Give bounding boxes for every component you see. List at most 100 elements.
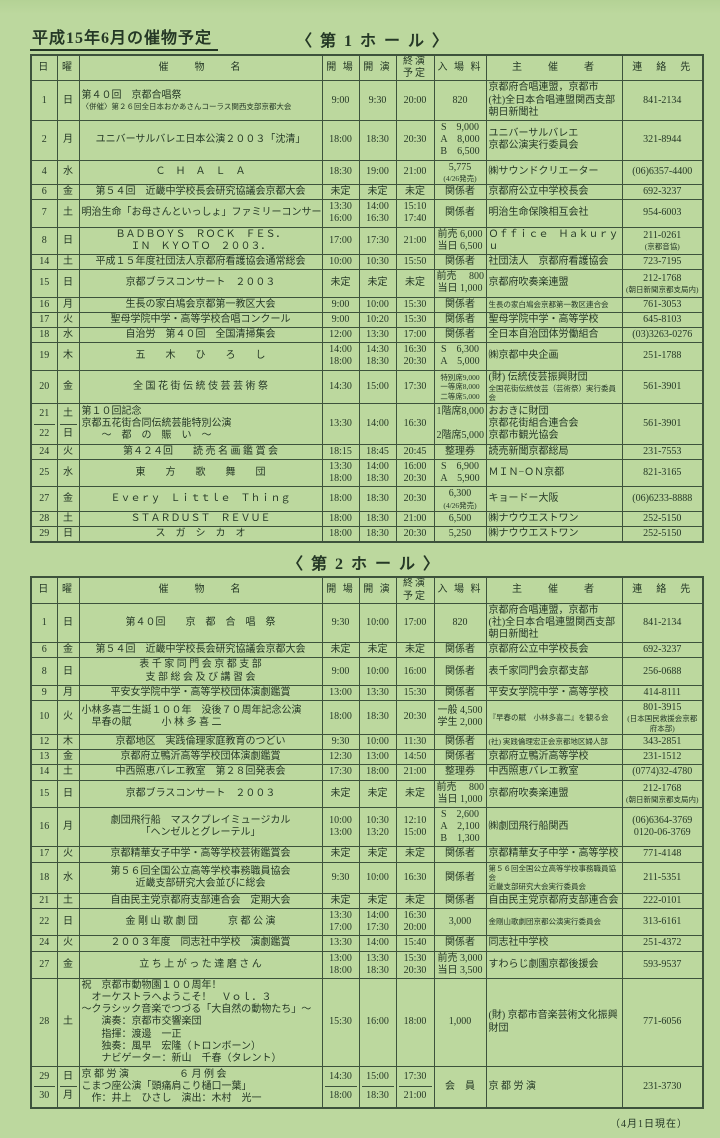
open-time-cell: 13:30 bbox=[321, 935, 360, 952]
table-row: 17 火聖母学院中学・高等学校合唱コンクール 9:00 10:20 15:30 関係者 聖母… bbox=[30, 311, 704, 328]
event-name-cell: 京都ブラスコンサート ２００３ bbox=[78, 779, 323, 808]
start-time-cell: 14:00 16:30 bbox=[358, 199, 397, 228]
day-cell: 27 bbox=[30, 486, 58, 512]
event-name-cell: 表 千 家 同 門 会 京 都 支 部支 部 総 会 及 び 講 習 会 bbox=[78, 657, 323, 686]
event-name-cell: ２００３年度 同志社中学校 演劇鑑賞 bbox=[78, 935, 323, 952]
contact-cell: 801-3915 (日本国民救援会京都府本部) bbox=[621, 700, 704, 735]
day-cell: 19 bbox=[30, 342, 58, 371]
fee-cell: 6,300 (4/26発売) bbox=[433, 486, 487, 512]
open-time-cell: 18:00 bbox=[321, 119, 360, 161]
day-cell: 28 bbox=[30, 510, 58, 528]
open-time-cell: 17:30 bbox=[321, 764, 360, 781]
contact-cell: 723-7195 bbox=[621, 253, 704, 271]
end-time-cell: 18:00 bbox=[395, 977, 435, 1068]
header-row: 日曜催 物 名開 場開 演終演予定入 場 料主 催 者連 絡 先 bbox=[30, 54, 704, 82]
event-name-cell: Ｅｖｅｒｙ Ｌｉｔｔｌｅ Ｔｈｉｎｇ bbox=[78, 486, 323, 512]
footer-note: （4月1日現在） bbox=[610, 1118, 688, 1130]
end-time-cell: 20:30 bbox=[395, 486, 435, 512]
start-time-cell: 16:00 bbox=[358, 977, 397, 1068]
page-header: 平成15年6月の催物予定 〈 第 1 ホ ー ル 〉 bbox=[30, 24, 698, 51]
day-cell: 16 bbox=[30, 806, 58, 848]
column-header: 終演予定 bbox=[395, 576, 435, 604]
end-time-cell: 17:30 21:00 bbox=[395, 1066, 435, 1109]
table-row: 1 日第４０回 京 都 合 唱 祭 9:30 10:00 17:00 820 京都府合唱連盟… bbox=[30, 602, 704, 644]
table-row: 14 土平成１５年度社団法人京都府看護協会通常総会 10:00 10:30 15:50 関… bbox=[30, 253, 704, 271]
organizer-cell: 京都府公立中学校長会 bbox=[485, 184, 623, 201]
weekday-cell: 土 bbox=[56, 764, 80, 781]
fee-cell: 820 bbox=[433, 602, 487, 644]
end-time-cell: 20:30 bbox=[395, 119, 435, 161]
weekday-cell: 月 bbox=[56, 684, 80, 702]
weekday-cell: 日 bbox=[56, 657, 80, 686]
table-row: 6 金第５４回 近畿中学校長会研究協議会京都大会 未定 未定 未定 関係者 京都府公立中学校… bbox=[30, 642, 704, 659]
column-header: 開 演 bbox=[358, 576, 397, 604]
event-name-cell: ＳＴＡＲＤＵＳＴ ＲＥＶＵＥ bbox=[78, 510, 323, 528]
end-time-cell: 21:00 bbox=[395, 226, 435, 256]
contact-cell: 251-4372 bbox=[621, 935, 704, 952]
contact-cell: 212-1768 (朝日新聞京都支局内) bbox=[621, 779, 704, 808]
organizer-cell: 生長の家白鳩会京都第一教区連合会 bbox=[485, 296, 623, 313]
fee-cell: 前売 800 当日 1,000 bbox=[433, 269, 487, 298]
table-row: 6 金第５４回 近畿中学校長会研究協議会京都大会 未定 未定 未定 関係者 京都府公立中学校… bbox=[30, 184, 704, 201]
end-time-cell: 16:30 20:30 bbox=[395, 342, 435, 371]
day-cell: 24 bbox=[30, 935, 58, 952]
table-row: 15 日京都ブラスコンサート ２００３ 未定 未定 未定 前売 800 当日 1,000 京都… bbox=[30, 269, 704, 298]
table-row: 20 金全 国 花 街 伝 統 伎 芸 芸 術 祭 14:30 15:00 17:30 特… bbox=[30, 369, 704, 405]
table-row: 29 日ス ガ シ カ オ 18:00 18:30 20:30 5,250 ㈱ナウウエストワ… bbox=[30, 526, 704, 543]
column-header: 曜 bbox=[56, 54, 80, 82]
day-cell: 9 bbox=[30, 684, 58, 702]
start-time-cell: 未定 bbox=[358, 269, 397, 298]
start-time-cell: 10:00 bbox=[358, 733, 397, 751]
fee-cell: 1階席8,000 2階席5,000 bbox=[433, 403, 487, 445]
hall1-schedule-table: 日曜催 物 名開 場開 演終演予定入 場 料主 催 者連 絡 先 1 日第４０回 京… bbox=[30, 54, 704, 544]
start-time-cell: 10:00 bbox=[358, 296, 397, 313]
open-time-cell: 9:00 bbox=[321, 296, 360, 313]
organizer-cell: ＭＩＮ−ＯＮ京都 bbox=[485, 458, 623, 488]
contact-cell: 252-5150 bbox=[621, 526, 704, 543]
open-time-cell: 12:00 bbox=[321, 326, 360, 344]
end-time-cell: 16:00 20:30 bbox=[395, 458, 435, 488]
open-time-cell: 12:30 bbox=[321, 749, 360, 766]
column-header: 催 物 名 bbox=[78, 576, 323, 604]
event-name-cell: 京 都 労 演 ６ 月 例 会こまつ座公演「頭痛肩こり樋口一葉」 作：井上 ひさ… bbox=[78, 1066, 323, 1109]
weekday-cell: 日 bbox=[56, 907, 80, 937]
weekday-cell: 月 bbox=[56, 296, 80, 313]
column-header: 催 物 名 bbox=[78, 54, 323, 82]
organizer-cell: 京都府公立中学校長会 bbox=[485, 642, 623, 659]
end-time-cell: 未定 bbox=[395, 642, 435, 659]
end-time-cell: 16:30 bbox=[395, 861, 435, 894]
weekday-cell: 日 bbox=[56, 269, 80, 298]
start-time-cell: 10:00 bbox=[358, 657, 397, 686]
table-row: 1 日第４０回 京都合唱祭 〈併催〉第２６回全日本おかあさんコーラス関西支部京都大会… bbox=[30, 80, 704, 121]
table-row: 22 日金 剛 山 歌 劇 団 京 都 公 演 13:30 17:00 14:00 17:… bbox=[30, 907, 704, 937]
column-header: 連 絡 先 bbox=[621, 576, 704, 604]
end-time-cell: 16:30 20:00 bbox=[395, 907, 435, 937]
open-time-cell: 13:30 bbox=[321, 403, 360, 445]
start-time-cell: 18:30 bbox=[358, 119, 397, 161]
end-time-cell: 未定 bbox=[395, 779, 435, 808]
weekday-cell: 土日 bbox=[56, 403, 80, 445]
day-cell: 17 bbox=[30, 311, 58, 328]
fee-cell: 関係者 bbox=[433, 846, 487, 863]
organizer-cell: 自由民主党京都府支部連合会 bbox=[485, 892, 623, 909]
fee-cell: 関係者 bbox=[433, 199, 487, 228]
day-cell: 16 bbox=[30, 296, 58, 313]
start-time-cell: 13:30 bbox=[358, 684, 397, 702]
day-cell: 27 bbox=[30, 950, 58, 979]
open-time-cell: 13:30 18:00 bbox=[321, 458, 360, 488]
organizer-cell: 聖母学院中学・高等学校 bbox=[485, 311, 623, 328]
day-cell: 13 bbox=[30, 749, 58, 766]
organizer-cell: ㈱ナウウエストワン bbox=[485, 526, 623, 543]
organizer-cell: ユニバーサルバレエ 京都公演実行委員会 bbox=[485, 119, 623, 161]
fee-cell: 関係者 bbox=[433, 296, 487, 313]
organizer-cell: 社団法人 京都府看護協会 bbox=[485, 253, 623, 271]
organizer-cell: 京都府吹奏楽連盟 bbox=[485, 779, 623, 808]
day-cell: 20 bbox=[30, 369, 58, 405]
event-name-cell: 生長の家白鳩会京都第一教区大会 bbox=[78, 296, 323, 313]
contact-cell: (06)6233-8888 bbox=[621, 486, 704, 512]
weekday-cell: 日 bbox=[56, 226, 80, 256]
day-cell: 22 bbox=[30, 907, 58, 937]
event-name-cell: 第１０回記念 京都五花街合同伝統芸能特別公演 〜 都 の 賑 い 〜 bbox=[78, 403, 323, 445]
table-row: 10 火小林多喜二生誕１００年 没後７０周年記念公演 早春の賦 小 林 多 喜 二… bbox=[30, 700, 704, 735]
weekday-cell: 火 bbox=[56, 700, 80, 735]
